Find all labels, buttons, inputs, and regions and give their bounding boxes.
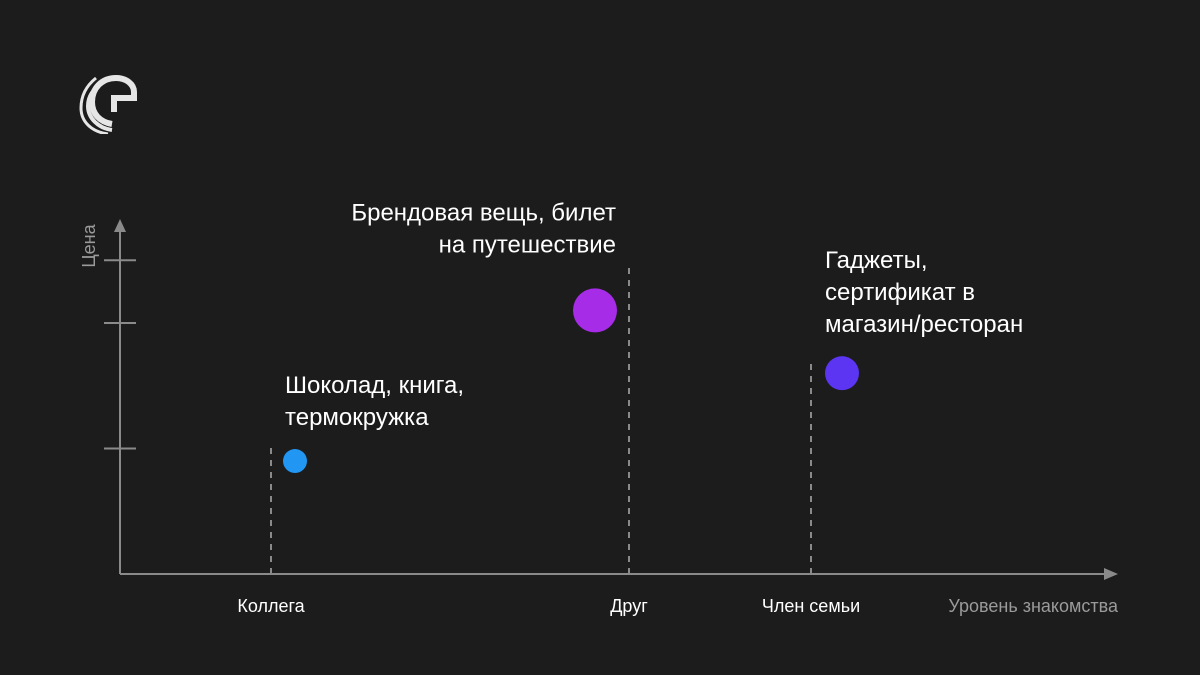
data-label-line: Брендовая вещь, билет [351, 199, 616, 226]
data-points: Шоколад, книга, термокружка Брендовая вещь… [283, 199, 1023, 474]
y-axis-label: Цена [79, 223, 99, 267]
data-label-3: Гаджеты, сертификат в магазин/ресторан [825, 247, 1023, 338]
data-point-1 [283, 449, 307, 474]
data-label-line: Гаджеты, [825, 247, 928, 274]
guide-lines [270, 267, 812, 574]
data-label-line: магазин/ресторан [825, 311, 1023, 338]
data-point-2 [573, 288, 617, 333]
x-axis-arrow-icon [1104, 568, 1118, 580]
data-label-line: термокружка [285, 404, 429, 431]
data-point-3 [825, 356, 859, 391]
x-axis-label: Уровень знакомства [948, 596, 1119, 616]
x-tick-labels: Коллега Друг Член семьи [237, 596, 860, 616]
data-label-line: на путешествие [439, 231, 616, 258]
chart-axes: Цена Уровень знакомства [79, 219, 1119, 616]
data-label-2: Брендовая вещь, билет на путешествие [351, 199, 616, 258]
data-label-line: сертификат в [825, 279, 975, 306]
x-tick-label-1: Коллега [237, 596, 305, 616]
data-label-line: Шоколад, книга, [285, 372, 464, 399]
y-axis-arrow-icon [114, 219, 126, 232]
x-tick-label-2: Друг [610, 596, 648, 616]
brand-logo-icon [79, 74, 137, 134]
data-label-1: Шоколад, книга, термокружка [285, 372, 464, 431]
x-tick-label-3: Член семьи [762, 596, 860, 616]
y-ticks [104, 259, 136, 450]
